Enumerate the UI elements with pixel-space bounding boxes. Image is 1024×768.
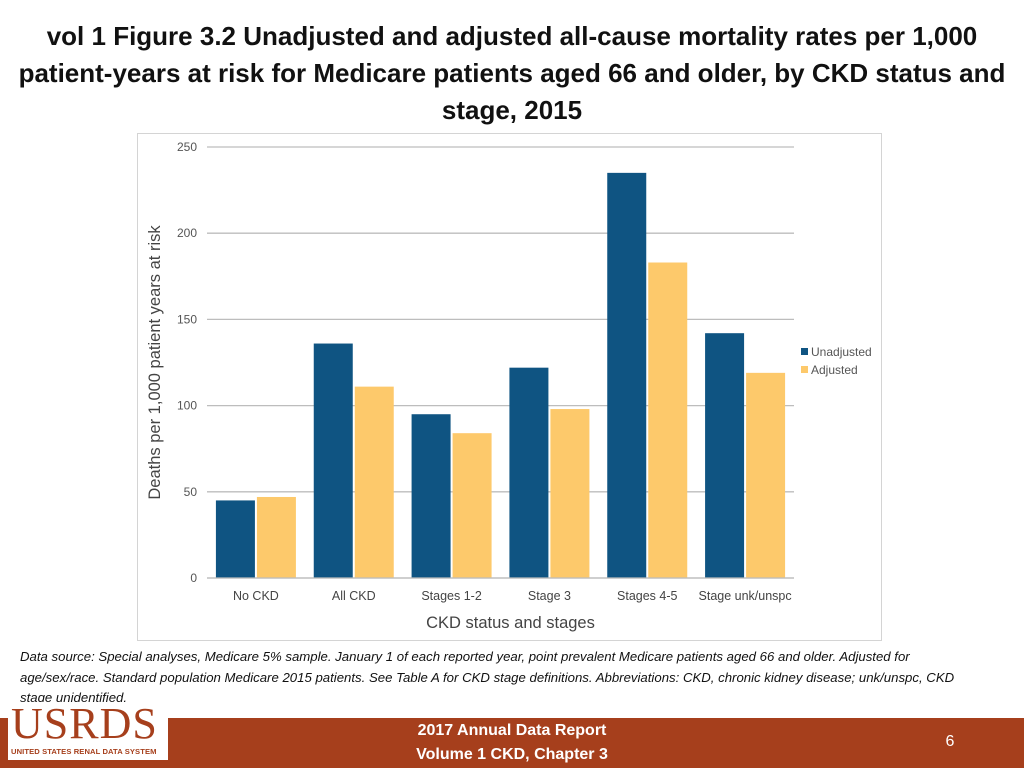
bar-adjusted xyxy=(354,386,394,578)
y-axis-title: Deaths per 1,000 patient years at risk xyxy=(146,225,164,500)
bar-adjusted xyxy=(256,496,296,578)
chart-frame: 0 50 100 150 200 250 No CKD All CKD Stages 1-2 St… xyxy=(137,133,882,641)
x-tick-label: Stages 1-2 xyxy=(421,589,482,603)
usrds-logo: USRDS UNITED STATES RENAL DATA SYSTEM xyxy=(8,702,168,760)
x-axis-title: CKD status and stages xyxy=(426,614,595,632)
footer-report-info: 2017 Annual Data Report Volume 1 CKD, Ch… xyxy=(362,719,662,767)
logo-wordmark: USRDS xyxy=(11,699,158,748)
y-tick-label: 250 xyxy=(177,140,197,154)
bar-unadjusted xyxy=(705,333,745,578)
x-tick-label: No CKD xyxy=(233,589,279,603)
bar-adjusted xyxy=(746,372,786,578)
bar-unadjusted xyxy=(607,172,647,579)
x-tick-label: All CKD xyxy=(332,589,376,603)
page-number: 6 xyxy=(945,733,955,750)
y-tick-label: 50 xyxy=(184,485,198,499)
logo-subtitle: UNITED STATES RENAL DATA SYSTEM xyxy=(11,747,157,756)
footer-line-2: Volume 1 CKD, Chapter 3 xyxy=(416,746,608,763)
slide-title: vol 1 Figure 3.2 Unadjusted and adjusted… xyxy=(18,21,1006,125)
x-tick-label: Stage 3 xyxy=(528,589,571,603)
footer-line-1: 2017 Annual Data Report xyxy=(417,722,607,739)
bar-chart: 0 50 100 150 200 250 No CKD All CKD Stages 1-2 St… xyxy=(146,140,872,632)
y-tick-label: 0 xyxy=(190,571,197,585)
data-source-caption: Data source: Special analyses, Medicare … xyxy=(20,649,955,705)
x-tick-label: Stages 4-5 xyxy=(617,589,678,603)
y-tick-label: 150 xyxy=(177,312,197,326)
y-tick-label: 200 xyxy=(177,226,197,240)
legend-swatch-adjusted xyxy=(801,366,808,373)
bar-unadjusted xyxy=(215,500,255,578)
legend-swatch-unadjusted xyxy=(801,348,808,355)
legend-label-unadjusted: Unadjusted xyxy=(811,345,872,359)
bar-unadjusted xyxy=(411,414,451,578)
bar-unadjusted xyxy=(313,343,353,578)
bar-adjusted xyxy=(648,262,688,578)
bar-unadjusted xyxy=(509,367,549,578)
bar-adjusted xyxy=(452,433,492,578)
x-tick-label: Stage unk/unspc xyxy=(699,589,792,603)
y-tick-label: 100 xyxy=(177,399,197,413)
footer-bar xyxy=(0,718,1024,768)
legend-label-adjusted: Adjusted xyxy=(811,363,858,377)
bar-adjusted xyxy=(550,409,590,578)
